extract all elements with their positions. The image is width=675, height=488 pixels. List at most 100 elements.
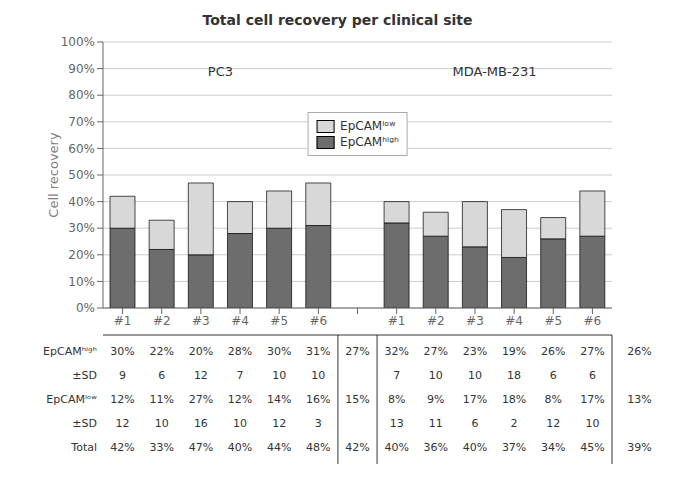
svg-text:42%: 42% (345, 441, 369, 454)
svg-text:±SD: ±SD (72, 369, 97, 382)
svg-text:12: 12 (194, 369, 208, 382)
svg-text:#4: #4 (231, 314, 249, 328)
svg-text:2: 2 (511, 417, 518, 430)
svg-text:40%: 40% (68, 195, 95, 209)
svg-text:#1: #1 (388, 314, 406, 328)
svg-text:10: 10 (233, 417, 247, 430)
svg-text:10: 10 (468, 369, 482, 382)
svg-text:70%: 70% (68, 115, 95, 129)
svg-text:34%: 34% (541, 441, 565, 454)
html-text:EpCAMˡᵒʷ: EpCAMˡᵒʷ (340, 119, 396, 133)
svg-text:16: 16 (194, 417, 208, 430)
svg-text:10: 10 (429, 369, 443, 382)
svg-text:6: 6 (589, 369, 596, 382)
svg-text:30%: 30% (267, 345, 291, 358)
svg-text:40%: 40% (463, 441, 487, 454)
html-text:PC3: PC3 (207, 64, 233, 79)
svg-text:32%: 32% (384, 345, 408, 358)
svg-text:45%: 45% (580, 441, 604, 454)
svg-text:20%: 20% (68, 248, 95, 262)
svg-text:16%: 16% (306, 393, 330, 406)
svg-text:40%: 40% (228, 441, 252, 454)
svg-text:27%: 27% (580, 345, 604, 358)
svg-text:7: 7 (393, 369, 400, 382)
svg-text:12%: 12% (110, 393, 134, 406)
svg-text:±SD: ±SD (72, 417, 97, 430)
svg-text:13: 13 (390, 417, 404, 430)
svg-text:30%: 30% (68, 221, 95, 235)
svg-text:9: 9 (119, 369, 126, 382)
svg-text:90%: 90% (68, 62, 95, 76)
html-text:MDA-MB-231: MDA-MB-231 (452, 64, 537, 79)
svg-text:6: 6 (550, 369, 557, 382)
html-text:EpCAMʰⁱᵍʰ: EpCAMʰⁱᵍʰ (340, 135, 399, 149)
svg-text:#4: #4 (505, 314, 523, 328)
svg-text:27%: 27% (345, 345, 369, 358)
svg-text:48%: 48% (306, 441, 330, 454)
svg-text:13%: 13% (627, 393, 651, 406)
svg-text:EpCAMʰⁱᵍʰ: EpCAMʰⁱᵍʰ (43, 345, 97, 358)
svg-text:#1: #1 (114, 314, 132, 328)
svg-text:6: 6 (158, 369, 165, 382)
svg-text:30%: 30% (110, 345, 134, 358)
svg-text:12: 12 (546, 417, 560, 430)
svg-text:11: 11 (429, 417, 443, 430)
svg-text:9%: 9% (427, 393, 444, 406)
svg-text:50%: 50% (68, 168, 95, 182)
svg-text:#6: #6 (584, 314, 602, 328)
svg-text:15%: 15% (345, 393, 369, 406)
svg-text:0%: 0% (76, 301, 95, 315)
svg-text:8%: 8% (545, 393, 562, 406)
svg-text:Total: Total (70, 441, 97, 454)
svg-text:17%: 17% (463, 393, 487, 406)
svg-text:8%: 8% (388, 393, 405, 406)
svg-text:33%: 33% (150, 441, 174, 454)
svg-text:26%: 26% (627, 345, 651, 358)
svg-text:18: 18 (507, 369, 521, 382)
svg-text:17%: 17% (580, 393, 604, 406)
svg-text:31%: 31% (306, 345, 330, 358)
svg-text:#6: #6 (309, 314, 327, 328)
svg-text:19%: 19% (502, 345, 526, 358)
svg-text:20%: 20% (189, 345, 213, 358)
svg-text:14%: 14% (267, 393, 291, 406)
svg-text:6: 6 (471, 417, 478, 430)
svg-text:10%: 10% (68, 275, 95, 289)
svg-text:36%: 36% (424, 441, 448, 454)
svg-text:#3: #3 (192, 314, 210, 328)
svg-text:10: 10 (311, 369, 325, 382)
svg-text:28%: 28% (228, 345, 252, 358)
svg-text:18%: 18% (502, 393, 526, 406)
svg-text:#5: #5 (544, 314, 562, 328)
svg-text:12: 12 (116, 417, 130, 430)
svg-text:40%: 40% (384, 441, 408, 454)
svg-text:Cell recovery: Cell recovery (46, 132, 61, 218)
svg-text:42%: 42% (110, 441, 134, 454)
svg-text:#5: #5 (270, 314, 288, 328)
svg-text:27%: 27% (189, 393, 213, 406)
svg-text:27%: 27% (424, 345, 448, 358)
svg-text:100%: 100% (61, 35, 95, 49)
svg-text:#3: #3 (466, 314, 484, 328)
svg-text:12%: 12% (228, 393, 252, 406)
svg-text:10: 10 (155, 417, 169, 430)
svg-text:39%: 39% (627, 441, 651, 454)
svg-text:10: 10 (272, 369, 286, 382)
svg-text:#2: #2 (427, 314, 445, 328)
html-text:Total cell recovery per clinic: Total cell recovery per clinical site (202, 12, 473, 28)
svg-text:10: 10 (585, 417, 599, 430)
svg-text:22%: 22% (150, 345, 174, 358)
svg-text:37%: 37% (502, 441, 526, 454)
svg-text:80%: 80% (68, 88, 95, 102)
svg-text:7: 7 (237, 369, 244, 382)
svg-text:44%: 44% (267, 441, 291, 454)
svg-text:12: 12 (272, 417, 286, 430)
svg-text:11%: 11% (150, 393, 174, 406)
svg-text:23%: 23% (463, 345, 487, 358)
svg-text:#2: #2 (153, 314, 171, 328)
svg-text:26%: 26% (541, 345, 565, 358)
svg-text:3: 3 (315, 417, 322, 430)
svg-text:60%: 60% (68, 142, 95, 156)
svg-text:EpCAMˡᵒʷ: EpCAMˡᵒʷ (46, 393, 97, 406)
svg-text:47%: 47% (189, 441, 213, 454)
